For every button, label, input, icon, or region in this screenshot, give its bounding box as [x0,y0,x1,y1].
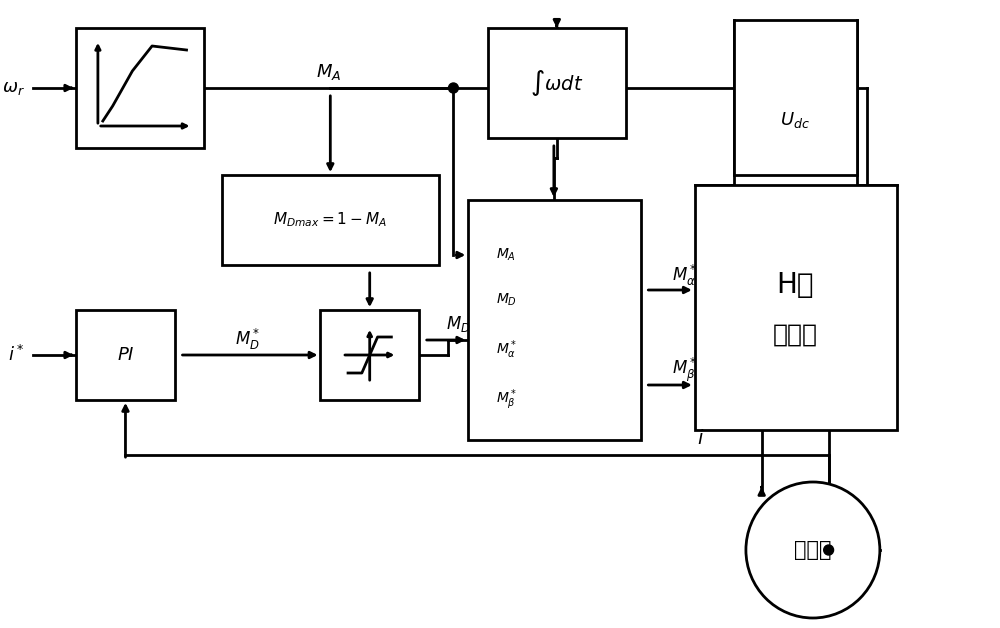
Text: $\int \omega dt$: $\int \omega dt$ [530,68,583,98]
Text: $M_\alpha^*$: $M_\alpha^*$ [672,263,698,288]
Text: $i^*$: $i^*$ [8,345,25,365]
Bar [468,200,641,440]
Circle shape [448,83,458,93]
Bar [734,20,857,175]
Text: $M_{Dmax}=1-M_A$: $M_{Dmax}=1-M_A$ [273,210,387,229]
Text: $M_\alpha^*$: $M_\alpha^*$ [496,338,517,361]
Circle shape [824,545,834,555]
Text: $PI$: $PI$ [117,346,134,364]
Text: 逆变器: 逆变器 [773,323,818,347]
Bar [222,175,439,265]
Text: 励磁机: 励磁机 [794,540,832,560]
Text: H桥: H桥 [776,271,814,299]
Text: $M_\beta^*$: $M_\beta^*$ [672,356,698,384]
Bar [76,310,175,400]
Text: $M_D$: $M_D$ [446,314,471,334]
Text: $M_D^*$: $M_D^*$ [235,327,260,352]
Text: $\omega_r$: $\omega_r$ [2,79,25,97]
Circle shape [746,482,880,618]
Bar [76,28,204,148]
Text: $M_A$: $M_A$ [496,247,516,263]
Text: $M_A$: $M_A$ [316,62,341,82]
Text: $i$: $i$ [697,430,704,448]
Bar [488,28,626,138]
Bar [695,185,897,430]
Text: $U_{dc}$: $U_{dc}$ [780,110,810,130]
Text: $M_D$: $M_D$ [496,292,517,308]
Text: $M_\beta^*$: $M_\beta^*$ [496,387,517,412]
Bar [320,310,419,400]
